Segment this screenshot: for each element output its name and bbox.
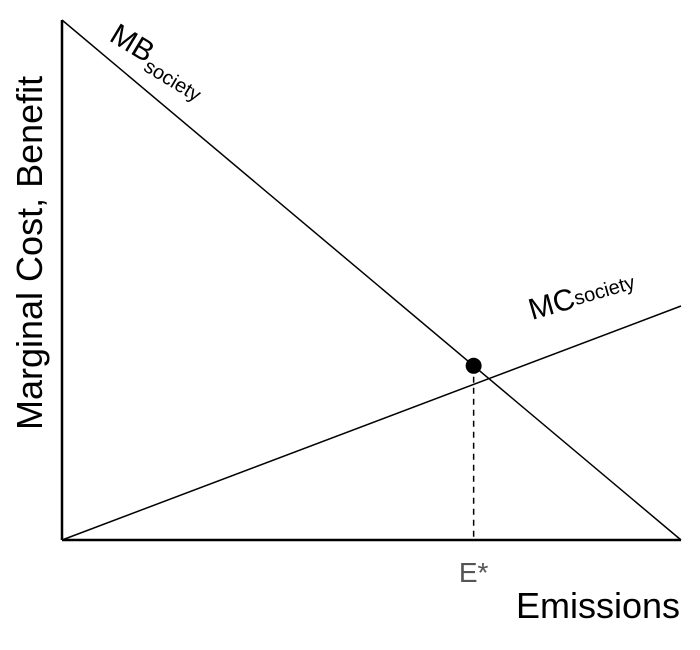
mc-society-line	[61, 305, 682, 541]
mc-society-label: MCsociety	[525, 265, 639, 327]
x-axis-label: Emissions	[516, 585, 680, 626]
equilibrium-tick-label: E*	[459, 557, 489, 588]
equilibrium-point	[465, 357, 482, 374]
mb-society-label: MBsociety	[101, 18, 213, 107]
mc-label-sub: society	[572, 272, 638, 310]
mb-label-sub: society	[140, 55, 205, 106]
mb-society-line	[61, 19, 682, 541]
y-axis-label: Marginal Cost, Benefit	[9, 76, 50, 430]
